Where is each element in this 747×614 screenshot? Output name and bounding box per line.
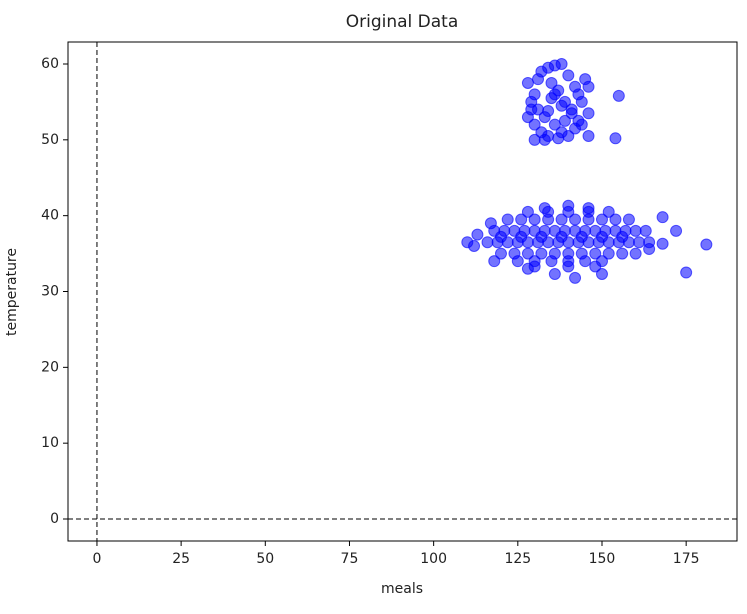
x-tick-label: 25 <box>172 551 190 567</box>
x-tick-label: 75 <box>341 551 359 567</box>
point <box>562 260 575 273</box>
point <box>532 73 545 86</box>
point <box>602 205 615 218</box>
point <box>521 205 534 218</box>
point <box>569 213 582 226</box>
point <box>582 80 595 93</box>
point <box>595 268 608 281</box>
point <box>670 224 683 237</box>
chart-title: Original Data <box>346 12 459 32</box>
point <box>700 238 713 251</box>
point <box>488 255 501 268</box>
point <box>535 230 548 243</box>
point <box>656 211 669 224</box>
point <box>545 76 558 89</box>
point <box>656 237 669 250</box>
point <box>629 224 642 237</box>
x-tick-label: 175 <box>673 551 700 567</box>
point <box>501 213 514 226</box>
point <box>589 247 602 260</box>
point <box>639 224 652 237</box>
point <box>555 99 568 112</box>
point <box>595 213 608 226</box>
point <box>481 236 494 249</box>
x-tick-label: 50 <box>256 551 274 567</box>
point <box>521 262 534 275</box>
point <box>548 88 561 101</box>
point <box>484 217 497 230</box>
point <box>528 133 541 146</box>
point <box>555 230 568 243</box>
y-tick-label: 0 <box>50 511 59 527</box>
point <box>633 236 646 249</box>
point <box>528 213 541 226</box>
point <box>515 230 528 243</box>
point <box>494 247 507 260</box>
point <box>622 213 635 226</box>
y-tick-label: 10 <box>41 435 59 451</box>
point <box>602 247 615 260</box>
point <box>582 107 595 120</box>
x-tick-label: 125 <box>504 551 531 567</box>
point <box>471 228 484 241</box>
point <box>552 132 565 145</box>
point <box>558 114 571 127</box>
point <box>511 255 524 268</box>
point <box>538 133 551 146</box>
point <box>609 132 622 145</box>
point <box>572 114 585 127</box>
y-tick-label: 60 <box>41 56 59 72</box>
x-axis-label: meals <box>381 581 423 597</box>
point <box>555 213 568 226</box>
point <box>538 202 551 215</box>
y-tick-label: 50 <box>41 132 59 148</box>
y-tick-label: 30 <box>41 284 59 300</box>
point <box>545 255 558 268</box>
x-tick-label: 150 <box>589 551 616 567</box>
point <box>521 76 534 89</box>
y-tick-label: 20 <box>41 359 59 375</box>
point <box>521 247 534 260</box>
point <box>579 255 592 268</box>
point <box>542 105 555 118</box>
point <box>468 239 481 252</box>
point <box>562 69 575 82</box>
point <box>609 213 622 226</box>
y-tick-label: 40 <box>41 208 59 224</box>
point <box>612 89 625 102</box>
point <box>616 247 629 260</box>
y-axis-label: temperature <box>4 248 20 336</box>
x-tick-label: 100 <box>420 551 447 567</box>
point <box>565 107 578 120</box>
point <box>562 199 575 212</box>
point <box>595 230 608 243</box>
point <box>643 243 656 256</box>
plot-frame <box>67 41 738 542</box>
point <box>629 247 642 260</box>
point <box>548 268 561 281</box>
point <box>515 213 528 226</box>
point <box>494 230 507 243</box>
point <box>582 202 595 215</box>
point <box>525 103 538 116</box>
point <box>582 130 595 143</box>
point <box>535 247 548 260</box>
point <box>555 57 568 70</box>
point <box>575 95 588 108</box>
point <box>569 271 582 284</box>
point <box>589 260 602 273</box>
point <box>575 230 588 243</box>
x-tick-label: 0 <box>92 551 101 567</box>
point <box>528 118 541 131</box>
point <box>680 266 693 279</box>
point <box>616 230 629 243</box>
